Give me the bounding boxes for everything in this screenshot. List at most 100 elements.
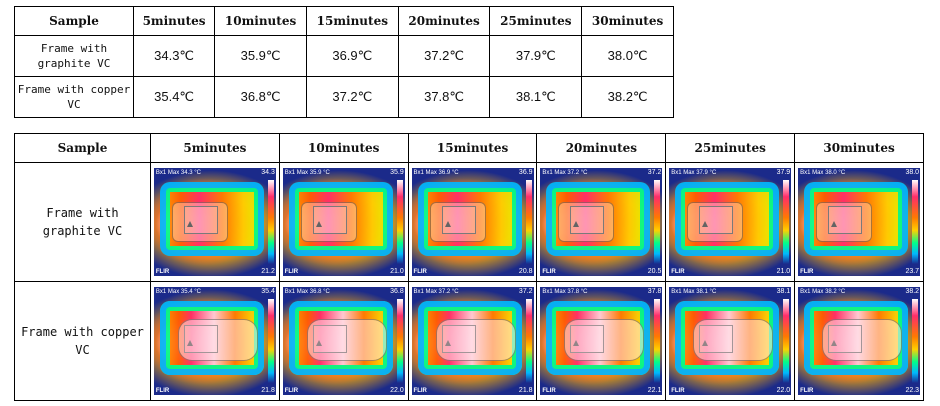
flir-logo: FLIR — [800, 388, 814, 394]
thermal-image-cell: Bx1 Max 38.1 °C 38.1 FLIR 22.0 — [665, 281, 796, 401]
thermal-image: Bx1 Max 37.8 °C 37.8 FLIR 22.1 — [540, 287, 663, 395]
hotspot-marker-icon — [315, 340, 322, 346]
thermal-scale-min: 22.1 — [647, 387, 662, 394]
flir-logo: FLIR — [671, 269, 685, 275]
thermal-scale-min: 21.2 — [261, 268, 275, 275]
thermal-scale-max: 38.1 — [776, 288, 791, 295]
temp-cell: 38.0℃ — [581, 35, 674, 77]
thermal-max-readout: Bx1 Max 36.9 °C — [413, 170, 459, 176]
temp-cell: 37.9℃ — [489, 35, 583, 77]
measurement-box — [570, 325, 605, 353]
thermal-image: Bx1 Max 38.0 °C 38.0 FLIR 23.7 — [798, 168, 921, 276]
row-label-line1: Frame with — [40, 42, 108, 55]
thermal-image: Bx1 Max 34.3 °C 34.3 FLIR 21.2 — [153, 168, 276, 276]
table-header-sample: Sample — [14, 133, 151, 163]
table-header-25min: 25minutes — [665, 133, 796, 163]
thermal-image: Bx1 Max 35.9 °C 35.9 FLIR 21.0 — [282, 168, 405, 276]
thermal-scale-max: 35.9 — [390, 169, 404, 176]
thermal-image-cell: Bx1 Max 34.3 °C 34.3 FLIR 21.2 — [149, 162, 280, 282]
thermal-image-cell: Bx1 Max 38.2 °C 38.2 FLIR 22.3 — [794, 281, 924, 401]
row-label-line2: graphite VC — [42, 224, 123, 238]
thermal-scale-max: 38.2 — [905, 288, 920, 295]
table-header-30min: 30minutes — [581, 6, 674, 36]
temp-cell: 36.8℃ — [214, 76, 307, 118]
thermal-image-cell: Bx1 Max 38.0 °C 38.0 FLIR 23.7 — [794, 162, 924, 282]
thermal-scale-max: 35.4 — [261, 288, 275, 295]
thermal-max-readout: Bx1 Max 38.1 °C — [671, 289, 717, 295]
flir-logo: FLIR — [542, 269, 556, 275]
row-label: Frame with copper VC — [14, 281, 151, 401]
thermal-scale-min: 21.8 — [261, 387, 275, 394]
hotspot-marker-icon — [186, 221, 193, 227]
table-header-row: Sample 5minutes 10minutes 15minutes 20mi… — [14, 133, 924, 163]
table-header-10min: 10minutes — [214, 6, 307, 36]
table-header-15min: 15minutes — [305, 6, 399, 36]
row-label: Frame with graphite VC — [14, 162, 151, 282]
thermal-color-scale — [912, 299, 919, 383]
temp-cell: 35.9℃ — [214, 35, 307, 77]
table-header-30min: 30minutes — [794, 133, 924, 163]
thermal-image: Bx1 Max 36.8 °C 36.8 FLIR 22.0 — [282, 287, 405, 395]
table-header-15min: 15minutes — [407, 133, 538, 163]
thermal-max-readout: Bx1 Max 38.0 °C — [800, 170, 846, 176]
thermal-image: Bx1 Max 37.2 °C 37.2 FLIR 20.5 — [540, 168, 663, 276]
temp-cell: 38.2℃ — [581, 76, 674, 118]
thermal-max-readout: Bx1 Max 38.2 °C — [800, 289, 846, 295]
hotspot-marker-icon — [702, 340, 709, 346]
thermal-max-readout: Bx1 Max 35.4 °C — [155, 289, 201, 295]
temp-cell: 35.4℃ — [132, 76, 216, 118]
table-row: Frame with copper VC 35.4℃ 36.8℃ 37.2℃ 3… — [14, 76, 674, 118]
thermal-color-scale — [396, 180, 403, 264]
temperature-table: Sample 5minutes 10minutes 15minutes 20mi… — [14, 6, 674, 118]
hotspot-marker-icon — [702, 221, 709, 227]
thermal-scale-max: 37.2 — [518, 288, 533, 295]
hotspot-marker-icon — [444, 221, 451, 227]
measurement-box — [828, 325, 863, 353]
thermal-max-readout: Bx1 Max 34.3 °C — [155, 170, 201, 176]
flir-logo: FLIR — [155, 269, 170, 275]
table-header-5min: 5minutes — [132, 6, 216, 36]
thermal-scale-max: 34.3 — [261, 169, 275, 176]
thermal-image: Bx1 Max 35.4 °C 35.4 FLIR 21.8 — [153, 287, 276, 395]
measurement-box — [570, 206, 605, 234]
thermal-scale-min: 22.3 — [905, 387, 920, 394]
thermal-image-table: Sample 5minutes 10minutes 15minutes 20mi… — [14, 133, 924, 401]
thermal-scale-max: 38.0 — [905, 169, 920, 176]
row-label: Frame with copper VC — [14, 76, 134, 118]
row-label-line1: Frame with copper — [17, 83, 131, 96]
measurement-box — [183, 206, 218, 234]
table-header-sample: Sample — [14, 6, 134, 36]
thermal-image: Bx1 Max 36.9 °C 36.9 FLIR 20.8 — [411, 168, 534, 276]
thermal-color-scale — [525, 299, 532, 383]
temp-cell: 36.9℃ — [305, 35, 399, 77]
thermal-image-cell: Bx1 Max 36.8 °C 36.8 FLIR 22.0 — [278, 281, 409, 401]
thermal-max-readout: Bx1 Max 35.9 °C — [284, 170, 330, 176]
measurement-box — [699, 325, 734, 353]
thermal-image-cell: Bx1 Max 36.9 °C 36.9 FLIR 20.8 — [407, 162, 538, 282]
thermal-image-cell: Bx1 Max 35.4 °C 35.4 FLIR 21.8 — [149, 281, 280, 401]
thermal-color-scale — [654, 299, 661, 383]
thermal-color-scale — [912, 180, 919, 264]
table-row: Frame with graphite VC 34.3℃ 35.9℃ 36.9℃… — [14, 35, 674, 77]
table-header-20min: 20minutes — [397, 6, 491, 36]
thermal-max-readout: Bx1 Max 37.8 °C — [542, 289, 588, 295]
table-header-row: Sample 5minutes 10minutes 15minutes 20mi… — [14, 6, 674, 36]
thermal-scale-min: 20.8 — [518, 268, 533, 275]
temp-cell: 34.3℃ — [132, 35, 216, 77]
flir-logo: FLIR — [542, 388, 556, 394]
flir-logo: FLIR — [155, 388, 170, 394]
measurement-box — [441, 325, 476, 353]
thermal-image-cell: Bx1 Max 37.2 °C 37.2 FLIR 20.5 — [536, 162, 667, 282]
thermal-color-scale — [525, 180, 532, 264]
thermal-image: Bx1 Max 37.9 °C 37.9 FLIR 21.0 — [669, 168, 792, 276]
thermal-scale-min: 23.7 — [905, 268, 920, 275]
table-header-25min: 25minutes — [489, 6, 583, 36]
thermal-scale-max: 36.8 — [390, 288, 404, 295]
hotspot-marker-icon — [573, 340, 580, 346]
thermal-image: Bx1 Max 38.1 °C 38.1 FLIR 22.0 — [669, 287, 792, 395]
hotspot-marker-icon — [831, 340, 838, 346]
flir-logo: FLIR — [413, 388, 427, 394]
row-label-line2: VC — [67, 98, 81, 111]
measurement-box — [828, 206, 863, 234]
thermal-image-cell: Bx1 Max 37.2 °C 37.2 FLIR 21.8 — [407, 281, 538, 401]
